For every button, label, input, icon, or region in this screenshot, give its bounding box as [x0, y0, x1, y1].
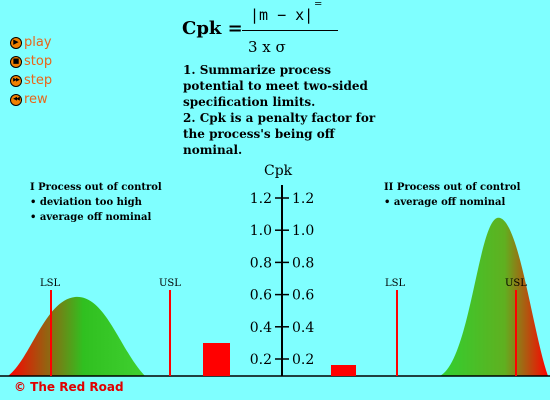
axis-tick-label-right: 0.6	[292, 288, 314, 304]
play-icon: ▶	[10, 36, 22, 49]
copyright: © The Red Road	[14, 380, 124, 394]
formula-lhs: Cpk =	[182, 18, 243, 39]
left-panel-description: I Process out of control • deviation too…	[30, 180, 162, 225]
axis-tick-label-left: 0.8	[250, 255, 272, 271]
axis-tick-label-left: 0.4	[250, 320, 272, 336]
left-cpk-bar	[203, 343, 230, 376]
axis-tick-label-left: 0.6	[250, 288, 272, 304]
left-distribution-curve	[8, 296, 145, 376]
right-panel-title: II Process out of control	[384, 182, 521, 193]
note-2: 2. Cpk is a penalty factor for the proce…	[183, 111, 376, 157]
right-bullet-1: • average off nominal	[384, 197, 506, 208]
axis-tick-label-right: 0.4	[292, 320, 314, 336]
step-icon: ▶▶	[10, 74, 22, 87]
formula-numerator: |m − x|	[250, 6, 314, 24]
playback-controls: ▶ play ■ stop ▶▶ step ◀◀ rew	[10, 33, 52, 109]
step-button[interactable]: ▶▶ step	[10, 71, 52, 90]
left-lsl-label: LSL	[40, 278, 60, 289]
axis-tick-label-right: 1.2	[292, 191, 314, 207]
note-1: 1. Summarize process potential to meet t…	[183, 63, 368, 109]
cpk-axis-title: Cpk	[264, 163, 293, 179]
axis-tick-label-right: 1.0	[292, 223, 314, 239]
left-usl-label: USL	[159, 278, 181, 289]
rewind-button[interactable]: ◀◀ rew	[10, 90, 52, 109]
axis-tick-label-left: 1.2	[250, 191, 272, 207]
right-panel-description: II Process out of control • average off …	[384, 180, 520, 210]
rewind-icon: ◀◀	[10, 93, 22, 106]
axis-tick-label-right: 0.2	[292, 352, 314, 368]
step-label: step	[24, 73, 53, 88]
play-button[interactable]: ▶ play	[10, 33, 52, 52]
rewind-label: rew	[24, 92, 48, 107]
stop-label: stop	[24, 54, 53, 69]
right-lsl-label: LSL	[385, 278, 405, 289]
right-usl-label: USL	[505, 278, 527, 289]
notes: 1. Summarize process potential to meet t…	[183, 62, 383, 158]
play-label: play	[24, 35, 52, 50]
stop-button[interactable]: ■ stop	[10, 52, 52, 71]
cpk-formula: Cpk = = |m − x| 3 x σ	[182, 0, 342, 60]
right-cpk-bar	[331, 365, 356, 376]
axis-tick-label-left: 1.0	[250, 223, 272, 239]
axis-tick-label-left: 0.2	[250, 352, 272, 368]
left-bullet-1: • deviation too high	[30, 197, 142, 208]
formula-double-bar: =	[314, 0, 323, 10]
right-distribution-curve	[440, 217, 548, 376]
formula-denominator: 3 x σ	[248, 38, 286, 56]
formula-fraction-line	[242, 30, 338, 31]
left-bullet-2: • average off nominal	[30, 212, 152, 223]
cpk-axis-ticks: 1.2 1.2 1.0 1.0 0.8 0.8 0.6 0.6 0.4 0.4 0.2 0.2	[250, 191, 315, 368]
stop-icon: ■	[10, 55, 22, 68]
left-panel-title: I Process out of control	[30, 182, 162, 193]
axis-tick-label-right: 0.8	[292, 255, 314, 271]
